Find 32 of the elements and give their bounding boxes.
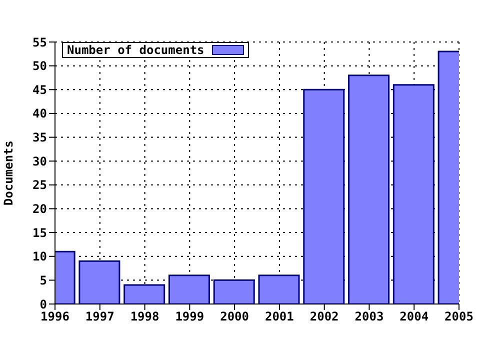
bar [168, 274, 210, 304]
x-tick-label: 1999 [175, 310, 204, 324]
bar [213, 279, 255, 304]
bar [78, 260, 120, 304]
x-tick-label: 2004 [400, 310, 429, 324]
x-tick-label: 1998 [130, 310, 160, 324]
legend-label: Number of documents [67, 43, 204, 57]
x-tick-label: 1996 [40, 310, 70, 324]
y-tick-label: 30 [32, 154, 47, 168]
bar [348, 74, 390, 304]
y-tick-label: 25 [32, 178, 47, 192]
y-axis-title: Documents [1, 140, 16, 206]
y-tick-label: 45 [32, 82, 47, 97]
y-tick-label: 55 [32, 35, 47, 50]
y-tick-label: 40 [32, 106, 47, 121]
bar [258, 274, 300, 304]
x-tick-label: 2003 [354, 310, 384, 324]
y-tick-label: 20 [32, 202, 47, 216]
y-tick-label: 10 [32, 250, 47, 264]
y-tick-label: 0 [40, 297, 47, 312]
x-tick-label: 2001 [264, 310, 294, 324]
x-tick-label: 2005 [444, 310, 474, 324]
bar [124, 284, 166, 304]
x-tick-label: 1997 [85, 310, 114, 324]
bar [392, 84, 434, 304]
y-tick-label: 15 [32, 226, 47, 240]
x-tick-label: 2000 [220, 310, 250, 324]
x-tick-label: 2002 [310, 310, 339, 324]
bar [303, 88, 345, 304]
y-tick-label: 50 [32, 59, 47, 74]
y-tick-label: 5 [40, 273, 47, 288]
y-tick-label: 35 [32, 130, 47, 145]
